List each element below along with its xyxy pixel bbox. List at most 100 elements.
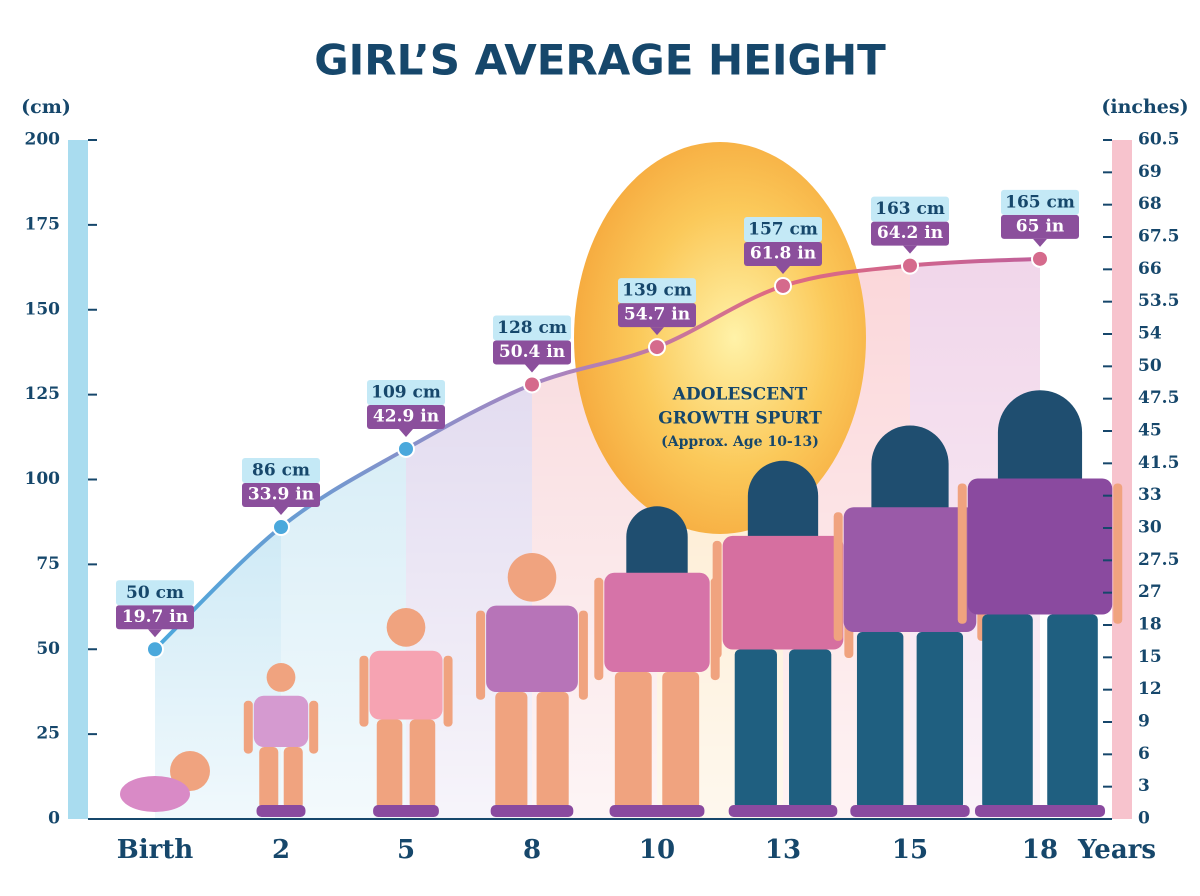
figure-body	[253, 695, 309, 747]
y-tick-label: 150	[25, 299, 61, 319]
y2-tick-label: 54	[1138, 324, 1162, 344]
x-tick-label: Birth	[117, 835, 194, 865]
cm-label-box	[116, 580, 194, 606]
in-label: 64.2 in	[877, 223, 943, 243]
x-axis-label: Years	[1077, 835, 1156, 865]
figure-head	[266, 663, 296, 692]
cm-label-box	[1001, 189, 1079, 215]
figure-shoe	[728, 805, 838, 817]
figure-arm	[359, 655, 369, 727]
figure-arm	[443, 655, 453, 727]
in-label: 42.9 in	[373, 406, 439, 426]
in-label-box	[367, 404, 445, 429]
figure-arm	[578, 610, 588, 700]
cm-label-box	[618, 278, 696, 304]
figure-head	[170, 751, 210, 791]
y2-tick-label: 45	[1138, 421, 1162, 441]
x-tick-label: 2	[272, 835, 290, 865]
y2-tick-label: 30	[1138, 518, 1162, 538]
figure-body	[967, 478, 1113, 615]
figure-body	[486, 605, 578, 692]
y2-tick-label: 6	[1138, 744, 1150, 764]
cm-label-box	[871, 196, 949, 222]
label-pointer	[399, 428, 413, 437]
figure-leg	[409, 719, 436, 809]
label-pointer	[148, 629, 162, 638]
data-point	[1031, 249, 1049, 268]
figure-leg	[982, 614, 1033, 809]
figure-leg	[376, 719, 403, 809]
y-axis-label: (cm)	[21, 96, 71, 118]
x-tick-label: 15	[892, 835, 928, 865]
data-point	[774, 276, 792, 295]
label-pointer	[1033, 238, 1047, 247]
in-label-box	[242, 483, 320, 508]
y2-tick-label: 15	[1138, 647, 1162, 667]
figure-leg	[283, 747, 303, 809]
y-tick-label: 175	[25, 214, 61, 234]
figure-leg	[536, 692, 569, 809]
figure-shoe	[850, 805, 970, 817]
figure-arm	[1113, 483, 1123, 624]
in-label-box	[871, 221, 949, 246]
figure-leg	[259, 747, 279, 809]
data-point	[523, 375, 541, 394]
label-pointer	[525, 364, 539, 373]
in-label-box	[493, 340, 571, 365]
label-pointer	[650, 327, 664, 336]
y2-tick-label: 50	[1138, 356, 1162, 376]
figure-shoe	[974, 805, 1106, 817]
data-point	[648, 338, 666, 357]
figure-shoe	[609, 805, 705, 817]
annotation-sub: (Approx. Age 10-13)	[661, 434, 819, 450]
y2-tick-label: 9	[1138, 712, 1150, 732]
y2-tick-label: 69	[1138, 162, 1162, 182]
figure-leg	[916, 632, 964, 809]
in-label-box	[744, 241, 822, 266]
y2-tick-label: 33	[1138, 485, 1162, 505]
figure-leg	[856, 632, 904, 809]
cm-label: 86 cm	[252, 461, 310, 481]
y2-tick-label: 47.5	[1138, 388, 1179, 408]
in-label: 54.7 in	[624, 305, 690, 325]
left-axis-band	[68, 140, 88, 819]
figure-arm	[309, 700, 319, 754]
y2-tick-label: 41.5	[1138, 453, 1179, 473]
annotation: GROWTH SPURT	[658, 409, 822, 429]
y-tick-label: 125	[25, 384, 61, 404]
cm-label: 139 cm	[622, 281, 692, 301]
figure-arm	[243, 700, 253, 754]
x-tick-label: 5	[397, 835, 415, 865]
y-tick-label: 100	[25, 469, 61, 489]
cm-label: 128 cm	[497, 318, 567, 338]
figure-head	[507, 553, 557, 602]
y-tick-label: 200	[25, 130, 61, 150]
figure-head	[386, 608, 426, 647]
figure-shoe	[490, 805, 574, 817]
figure-leg	[1047, 614, 1098, 809]
cm-label: 50 cm	[126, 583, 184, 603]
figure-body	[722, 535, 844, 650]
in-label-box	[1001, 214, 1079, 239]
label-pointer	[776, 265, 790, 274]
in-label: 61.8 in	[750, 243, 816, 263]
x-tick-label: 10	[639, 835, 675, 865]
y-tick-label: 75	[36, 554, 60, 574]
y2-tick-label: 27.5	[1138, 550, 1179, 570]
annotation: ADOLESCENT	[672, 385, 808, 405]
y-tick-label: 25	[36, 724, 60, 744]
label-pointer	[903, 245, 917, 254]
figure-arm	[594, 577, 604, 681]
figure-arm	[712, 540, 722, 659]
in-label: 33.9 in	[248, 485, 314, 505]
data-point	[397, 439, 415, 458]
data-point	[146, 640, 164, 659]
figure-leg	[789, 649, 832, 809]
figure-arm	[476, 610, 486, 700]
y2-tick-label: 68	[1138, 194, 1162, 214]
cm-label-box	[242, 458, 320, 484]
figure-arm	[833, 512, 843, 641]
y2-tick-label: 0	[1138, 809, 1150, 829]
y2-tick-label: 3	[1138, 776, 1150, 796]
